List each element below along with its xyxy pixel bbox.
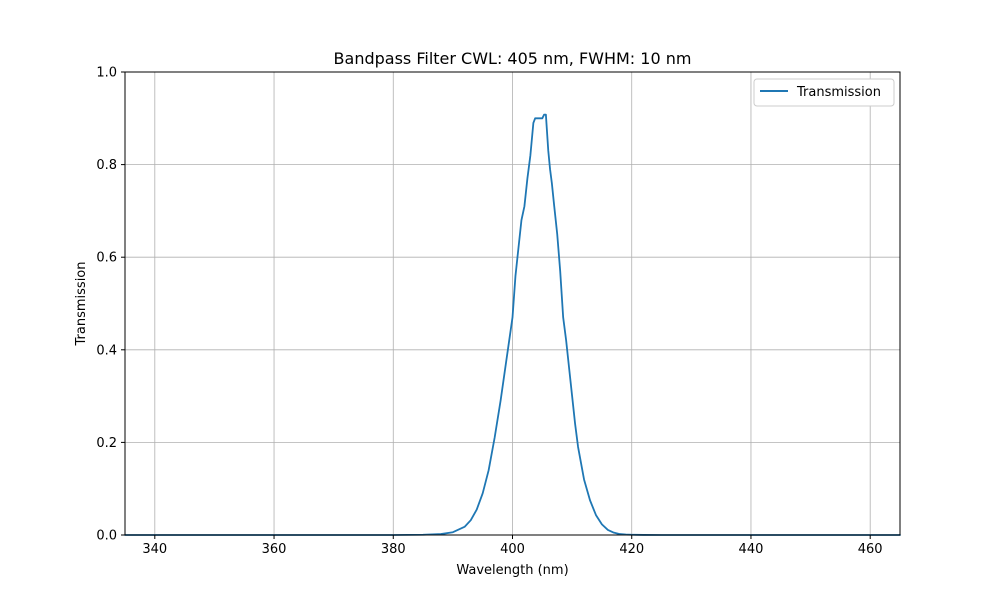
y-tick-label: 0.2 <box>96 436 117 451</box>
legend: Transmission <box>753 78 895 107</box>
y-axis-label: Transmission <box>74 262 89 347</box>
x-tick-label: 400 <box>500 542 525 557</box>
y-tick-label: 0.4 <box>96 343 117 358</box>
y-tick-label: 0.8 <box>96 158 117 173</box>
x-tick-label: 360 <box>262 542 287 557</box>
legend-box <box>753 78 895 107</box>
x-tick-label: 380 <box>381 542 406 557</box>
x-tick-label: 420 <box>619 542 644 557</box>
x-tick-label: 440 <box>739 542 764 557</box>
legend-label-transmission: Transmission <box>796 85 881 100</box>
y-tick-label: 0.6 <box>96 251 117 266</box>
y-tick-label: 1.0 <box>96 66 117 81</box>
series-line-transmission <box>124 113 901 536</box>
x-tick-label: 340 <box>142 542 167 557</box>
chart-title: Bandpass Filter CWL: 405 nm, FWHM: 10 nm <box>334 49 692 68</box>
ticks: 340 360 380 400 420 440 460 0.0 0.2 0.4 0.6 0.8 1.0 <box>96 66 882 558</box>
x-axis-label: Wavelength (nm) <box>456 563 568 578</box>
series-layer <box>124 113 901 536</box>
x-tick-label: 460 <box>858 542 883 557</box>
y-tick-label: 0.0 <box>96 529 117 544</box>
